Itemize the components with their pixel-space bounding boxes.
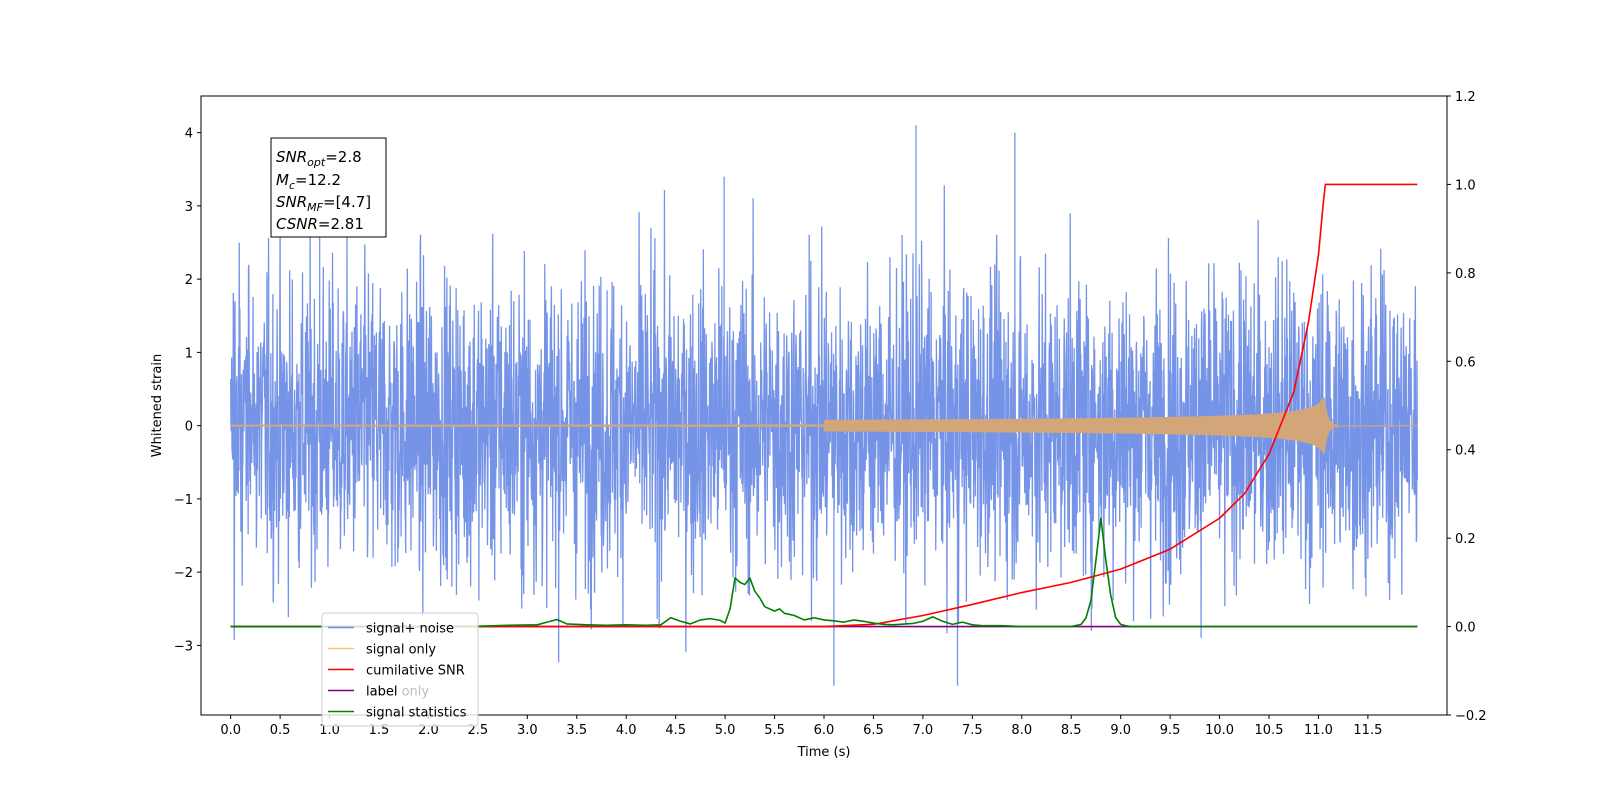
x-tick-label: 8.5 bbox=[1061, 723, 1082, 738]
y-tick-label-right: 0.4 bbox=[1455, 444, 1476, 459]
x-tick-label: 2.5 bbox=[468, 723, 489, 738]
y-tick-label-right: 1.2 bbox=[1455, 90, 1476, 105]
y-axis-label: Whitened strain bbox=[150, 354, 165, 457]
y-tick-label-left: 3 bbox=[185, 200, 193, 215]
x-tick-label: 6.5 bbox=[863, 723, 884, 738]
y-tick-label-left: 2 bbox=[185, 273, 193, 288]
series-signal-only-line bbox=[230, 397, 1418, 455]
x-tick-label: 10.0 bbox=[1205, 723, 1234, 738]
legend-hidden-label: label only bbox=[366, 685, 429, 700]
legend-frame bbox=[321, 612, 479, 727]
y-tick-label-right: 0.8 bbox=[1455, 267, 1476, 282]
x-tick-label: 7.0 bbox=[913, 723, 934, 738]
x-tick-label: 5.5 bbox=[764, 723, 785, 738]
series-signal-noise-line bbox=[230, 125, 1418, 686]
x-tick-label: 9.5 bbox=[1160, 723, 1181, 738]
y-tick-label-right: 0.2 bbox=[1455, 532, 1476, 547]
x-tick-label: 5.0 bbox=[715, 723, 736, 738]
legend: label only signal+ noise signal only cumila… bbox=[321, 612, 479, 727]
legend-label: label bbox=[366, 685, 397, 700]
annotation-csnr: CSNR=2.81 bbox=[276, 215, 364, 233]
x-axis-label: Time (s) bbox=[797, 745, 851, 760]
x-tick-label: 11.5 bbox=[1353, 723, 1382, 738]
x-tick-label: 1.0 bbox=[319, 723, 340, 738]
x-tick-label: 6.0 bbox=[814, 723, 835, 738]
x-tick-label: 11.0 bbox=[1304, 723, 1333, 738]
x-tick-label: 2.0 bbox=[418, 723, 439, 738]
x-tick-label: 9.0 bbox=[1110, 723, 1131, 738]
x-tick-label: 1.5 bbox=[369, 723, 390, 738]
stats-annotation-box: SNRopt=2.8 Mc=12.2 SNRMF=[4.7] CSNR=2.81 bbox=[270, 137, 387, 238]
x-tick-label: 3.5 bbox=[566, 723, 587, 738]
annotation-snr-opt: SNRopt=2.8 bbox=[276, 148, 362, 169]
x-tick-label: 4.0 bbox=[616, 723, 637, 738]
y-tick-label-left: −1 bbox=[174, 493, 193, 508]
x-tick-label: 7.5 bbox=[962, 723, 983, 738]
x-tick-label: 0.5 bbox=[270, 723, 291, 738]
y-tick-label-right: −0.2 bbox=[1455, 709, 1487, 724]
y-tick-label-left: 0 bbox=[185, 420, 193, 435]
legend-label: cumilative SNR bbox=[366, 664, 465, 679]
series-signal-statistics-line bbox=[230, 517, 1418, 628]
legend-label: signal statistics bbox=[366, 706, 467, 721]
y-tick-label-right: 0.0 bbox=[1455, 621, 1476, 636]
legend-label: signal+ noise bbox=[366, 622, 454, 637]
x-tick-label: 8.0 bbox=[1011, 723, 1032, 738]
y-tick-label-right: 0.6 bbox=[1455, 355, 1476, 370]
x-tick-label: 10.5 bbox=[1255, 723, 1284, 738]
series-cumulative-snr-line bbox=[230, 183, 1418, 628]
x-tick-label: 4.5 bbox=[665, 723, 686, 738]
y-tick-label-left: −2 bbox=[174, 566, 193, 581]
ticks: 0.0 0.5 1.0 1.5 2.0 2.5 3.0 3.5 4.0 4.5 5.0 5.5 6.0 6… bbox=[174, 90, 1487, 738]
y-tick-label-left: 4 bbox=[185, 127, 193, 142]
x-tick-label: 3.0 bbox=[517, 723, 538, 738]
legend-label: signal only bbox=[366, 643, 436, 658]
y-tick-label-left: 1 bbox=[185, 346, 193, 361]
annotation-snr-mf: SNRMF=[4.7] bbox=[276, 193, 371, 214]
annotation-frame bbox=[270, 137, 387, 238]
y-tick-label-left: −3 bbox=[174, 639, 193, 654]
y-tick-label-right: 1.0 bbox=[1455, 178, 1476, 193]
x-tick-label: 0.0 bbox=[220, 723, 241, 738]
annotation-mc: Mc=12.2 bbox=[276, 171, 341, 192]
